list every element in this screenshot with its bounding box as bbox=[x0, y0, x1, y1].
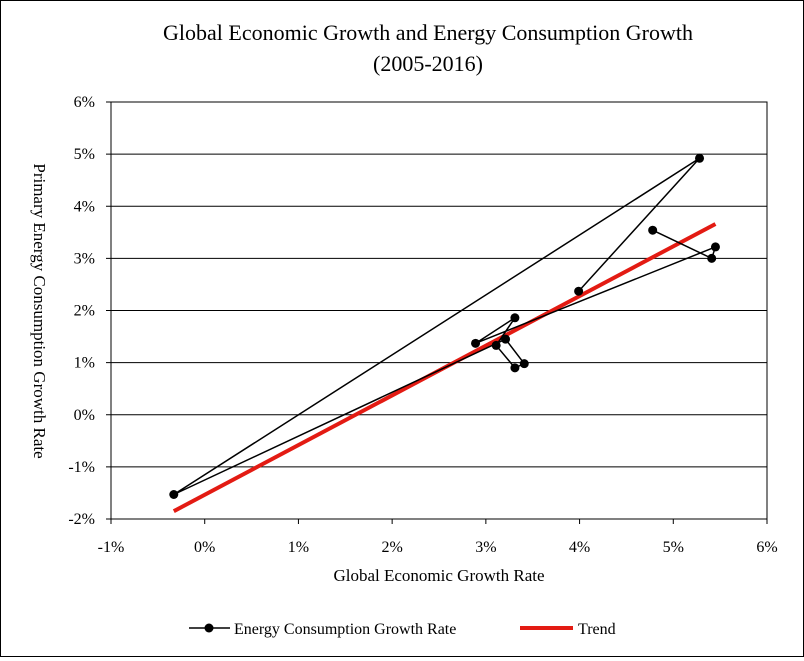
x-tick-label: 5% bbox=[663, 539, 684, 556]
x-tick-label: -1% bbox=[98, 539, 125, 556]
y-tick-label: 3% bbox=[74, 250, 95, 267]
energy-series-line bbox=[173, 157, 717, 496]
energy-data-point bbox=[510, 313, 520, 323]
y-tick-label: 5% bbox=[74, 146, 95, 163]
energy-data-point bbox=[510, 363, 520, 373]
legend: Energy Consumption Growth Rate Trend bbox=[189, 621, 616, 638]
x-tick-label: 0% bbox=[194, 539, 215, 556]
y-axis-title: Primary Energy Consumption Growth Rate bbox=[30, 163, 49, 458]
x-tick-label: 4% bbox=[569, 539, 590, 556]
legend-marker-energy bbox=[204, 623, 214, 633]
energy-data-point bbox=[501, 334, 511, 344]
energy-data-point bbox=[707, 253, 717, 263]
x-tick-label: 3% bbox=[475, 539, 496, 556]
legend-label-trend: Trend bbox=[578, 621, 616, 638]
y-tick-label: 6% bbox=[74, 94, 95, 111]
series-layer bbox=[169, 153, 720, 513]
energy-data-point bbox=[710, 242, 720, 252]
y-tick-label: 1% bbox=[74, 355, 95, 372]
x-tick-label: 1% bbox=[288, 539, 309, 556]
energy-data-point bbox=[471, 338, 481, 348]
energy-data-point bbox=[519, 359, 529, 369]
energy-data-point bbox=[491, 340, 501, 350]
x-axis-title: Global Economic Growth Rate bbox=[333, 566, 544, 585]
chart-title: Global Economic Growth and Energy Consum… bbox=[163, 20, 693, 45]
y-tick-label: -1% bbox=[68, 459, 95, 476]
x-axis-ticks: -1% 0% 1% 2% 3% 4% 5% 6% bbox=[98, 519, 778, 556]
energy-data-point bbox=[695, 153, 705, 163]
y-tick-label: -2% bbox=[68, 511, 95, 528]
y-tick-label: 4% bbox=[74, 198, 95, 215]
x-tick-label: 6% bbox=[756, 539, 777, 556]
x-tick-label: 2% bbox=[381, 539, 402, 556]
chart-subtitle: (2005-2016) bbox=[373, 51, 483, 76]
energy-data-point bbox=[648, 225, 658, 235]
gridlines bbox=[111, 101, 767, 520]
legend-label-energy: Energy Consumption Growth Rate bbox=[234, 621, 456, 638]
y-tick-label: 2% bbox=[74, 303, 95, 320]
energy-data-point bbox=[169, 490, 179, 500]
energy-data-point bbox=[574, 286, 584, 296]
y-tick-label: 0% bbox=[74, 407, 95, 424]
y-axis-ticks: -2% -1% 0% 1% 2% 3% 4% 5% 6% bbox=[68, 94, 111, 528]
